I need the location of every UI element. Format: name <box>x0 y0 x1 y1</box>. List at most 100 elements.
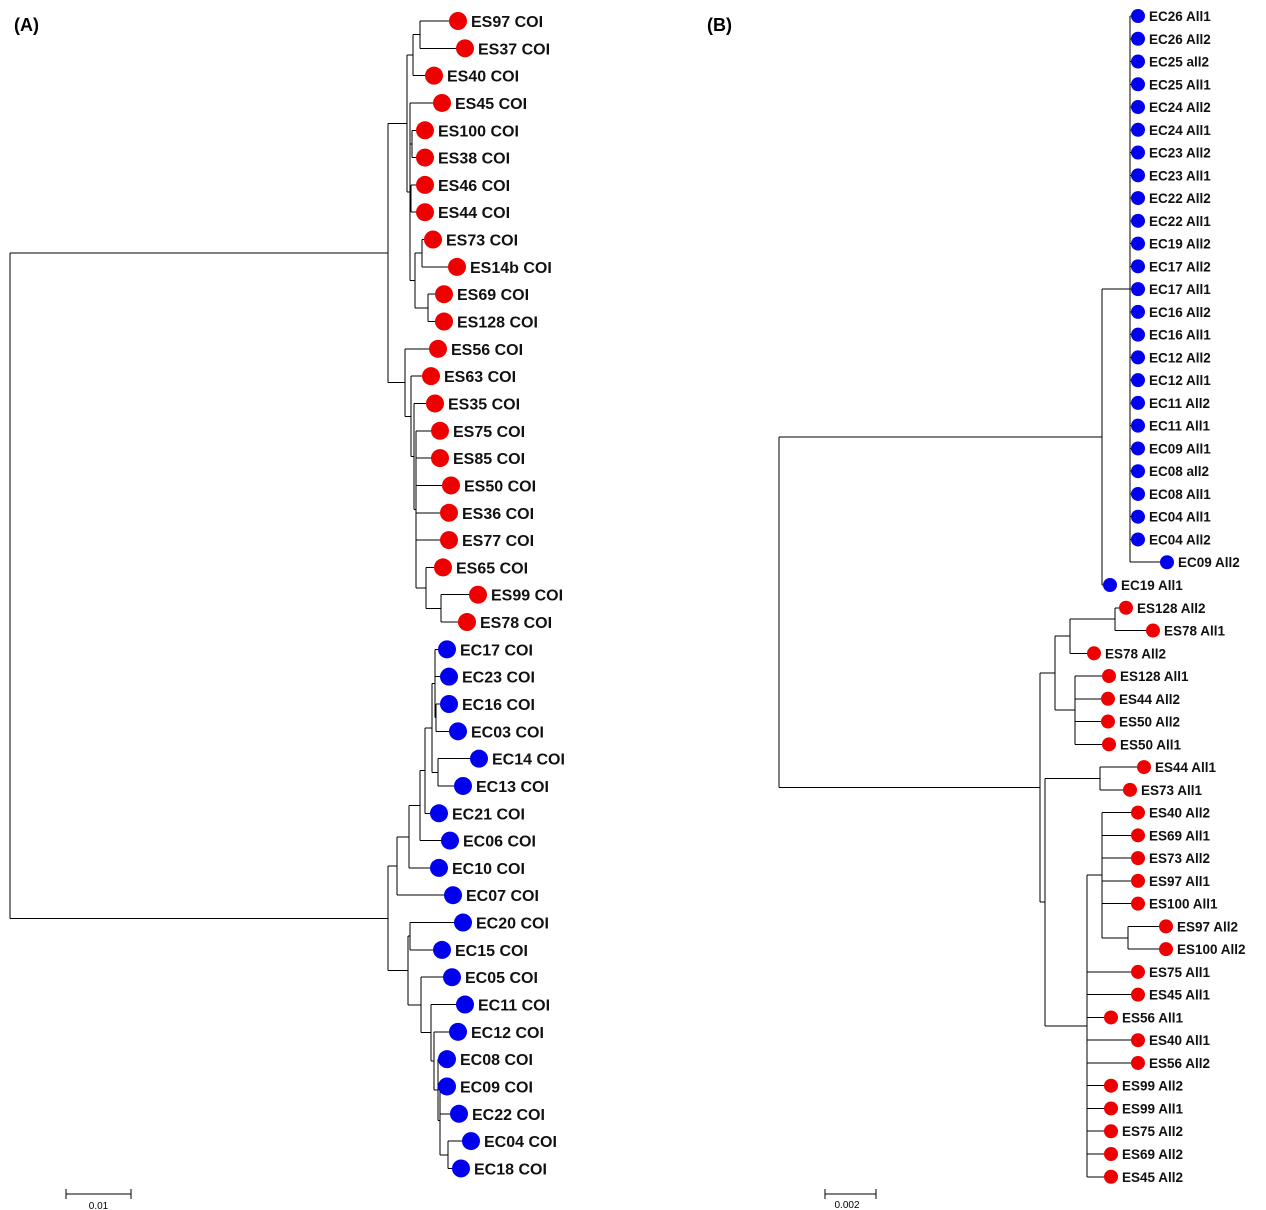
leaf-marker-ec <box>1131 191 1145 206</box>
leaf-label: ES97 All1 <box>1149 874 1211 889</box>
leaf-marker-es <box>1119 600 1133 615</box>
panel-b-scale-label: 0.002 <box>834 1200 859 1210</box>
leaf-marker-es <box>1131 1033 1145 1048</box>
leaf-label: ES14b COI <box>470 260 552 277</box>
leaf-marker-ec <box>462 1132 480 1151</box>
panel-b-leaves: EC26 All1 EC26 All2 EC25 all2 EC25 All1 EC24… <box>1087 9 1246 1185</box>
leaf-marker-ec <box>1131 532 1145 547</box>
leaf-marker-es <box>1131 964 1145 979</box>
leaf-label: ES50 All2 <box>1119 715 1180 730</box>
leaf-marker-ec <box>1131 395 1145 410</box>
leaf-label: ES69 COI <box>457 287 529 304</box>
leaf-label: EC20 COI <box>476 916 549 933</box>
leaf-marker-ec <box>450 1104 468 1123</box>
leaf-label: ES100 All2 <box>1177 942 1246 957</box>
leaf-label: ES78 COI <box>480 615 552 632</box>
leaf-label: ES45 All2 <box>1122 1170 1183 1185</box>
leaf-label: EC11 All2 <box>1149 396 1210 411</box>
leaf-marker-es <box>1131 1055 1145 1070</box>
leaf-label: EC09 COI <box>460 1079 533 1096</box>
leaf-marker-ec <box>454 776 472 795</box>
leaf-label: ES46 COI <box>438 178 510 195</box>
leaf-marker-es <box>425 66 443 85</box>
leaf-marker-ec <box>430 804 448 823</box>
leaf-label: ES128 All1 <box>1120 669 1189 684</box>
leaf-label: ES44 COI <box>438 205 510 222</box>
leaf-label: ES75 All2 <box>1122 1124 1183 1139</box>
leaf-label: ES99 All2 <box>1122 1079 1183 1094</box>
leaf-marker-es <box>416 121 434 140</box>
leaf-marker-es <box>416 203 434 222</box>
leaf-label: EC08 all2 <box>1149 464 1209 479</box>
leaf-marker-es <box>422 367 440 386</box>
leaf-label: EC04 COI <box>484 1134 557 1151</box>
leaf-label: EC22 COI <box>472 1107 545 1124</box>
leaf-marker-es <box>434 558 452 577</box>
leaf-marker-es <box>1131 987 1145 1002</box>
panel-a-scale-bar: 0.01 <box>65 1189 132 1210</box>
leaf-marker-ec <box>1131 145 1145 160</box>
leaf-label: EC25 All1 <box>1149 77 1211 92</box>
leaf-marker-es <box>435 312 453 331</box>
leaf-marker-ec <box>1131 31 1145 46</box>
leaf-label: ES75 All1 <box>1149 965 1211 980</box>
leaf-label: EC05 COI <box>465 970 538 987</box>
leaf-label: EC23 All2 <box>1149 146 1211 161</box>
leaf-marker-es <box>416 175 434 194</box>
panel-b-tree: (B) EC26 All1 EC26 All2 EC25 all2 EC25 All1… <box>707 9 1246 1210</box>
leaf-marker-ec <box>438 1050 456 1069</box>
leaf-label: EC12 COI <box>471 1025 544 1042</box>
leaf-label: ES78 All2 <box>1105 646 1166 661</box>
leaf-label: ES73 All1 <box>1141 783 1203 798</box>
leaf-marker-es <box>440 503 458 522</box>
leaf-label: ES69 All2 <box>1122 1147 1183 1162</box>
leaf-marker-ec <box>1131 464 1145 479</box>
leaf-label: EC17 All2 <box>1149 259 1211 274</box>
leaf-marker-ec <box>1131 509 1145 524</box>
leaf-label: ES40 All1 <box>1149 1033 1211 1048</box>
leaf-label: EC14 COI <box>492 752 565 769</box>
leaf-marker-ec <box>1131 122 1145 137</box>
leaf-label: EC08 All1 <box>1149 487 1211 502</box>
leaf-label: EC19 All2 <box>1149 237 1211 252</box>
leaf-label: ES56 COI <box>451 342 523 359</box>
leaf-marker-ec <box>452 1159 470 1178</box>
leaf-marker-es <box>1104 1124 1118 1139</box>
leaf-marker-es <box>424 230 442 249</box>
leaf-marker-ec <box>1160 555 1174 570</box>
leaf-marker-ec <box>433 940 451 959</box>
leaf-marker-es <box>1104 1147 1118 1161</box>
leaf-label: ES50 All1 <box>1120 737 1182 752</box>
leaf-marker-es <box>1131 828 1145 843</box>
leaf-label: EC15 COI <box>455 943 528 960</box>
leaf-label: ES73 COI <box>446 233 518 250</box>
leaf-label: ES63 COI <box>444 369 516 386</box>
leaf-label: ES99 COI <box>491 588 563 605</box>
leaf-label: EC24 All1 <box>1149 123 1211 138</box>
leaf-marker-ec <box>440 695 458 713</box>
leaf-label: ES50 COI <box>464 478 536 495</box>
leaf-marker-ec <box>1131 350 1145 365</box>
leaf-label: EC03 COI <box>471 724 544 741</box>
leaf-marker-es <box>1102 737 1116 752</box>
leaf-marker-es <box>1131 896 1145 911</box>
leaf-label: ES69 All1 <box>1149 828 1211 843</box>
leaf-label: ES44 All2 <box>1119 692 1180 707</box>
leaf-marker-es <box>435 285 453 304</box>
leaf-marker-es <box>1104 1169 1118 1184</box>
leaf-label: EC21 COI <box>452 806 525 823</box>
leaf-label: EC11 All1 <box>1149 419 1211 434</box>
leaf-marker-ec <box>1131 282 1145 297</box>
leaf-marker-ec <box>1131 213 1145 228</box>
leaf-marker-es <box>1146 623 1160 638</box>
leaf-label: EC12 All2 <box>1149 350 1211 365</box>
leaf-label: EC19 All1 <box>1121 578 1183 593</box>
leaf-marker-ec <box>440 667 458 686</box>
leaf-marker-ec <box>1131 100 1145 115</box>
leaf-marker-es <box>431 449 449 468</box>
leaf-marker-es <box>1123 782 1137 797</box>
panel-a-label: (A) <box>14 15 39 35</box>
leaf-label: ES100 COI <box>438 123 519 140</box>
leaf-marker-es <box>1101 714 1115 729</box>
